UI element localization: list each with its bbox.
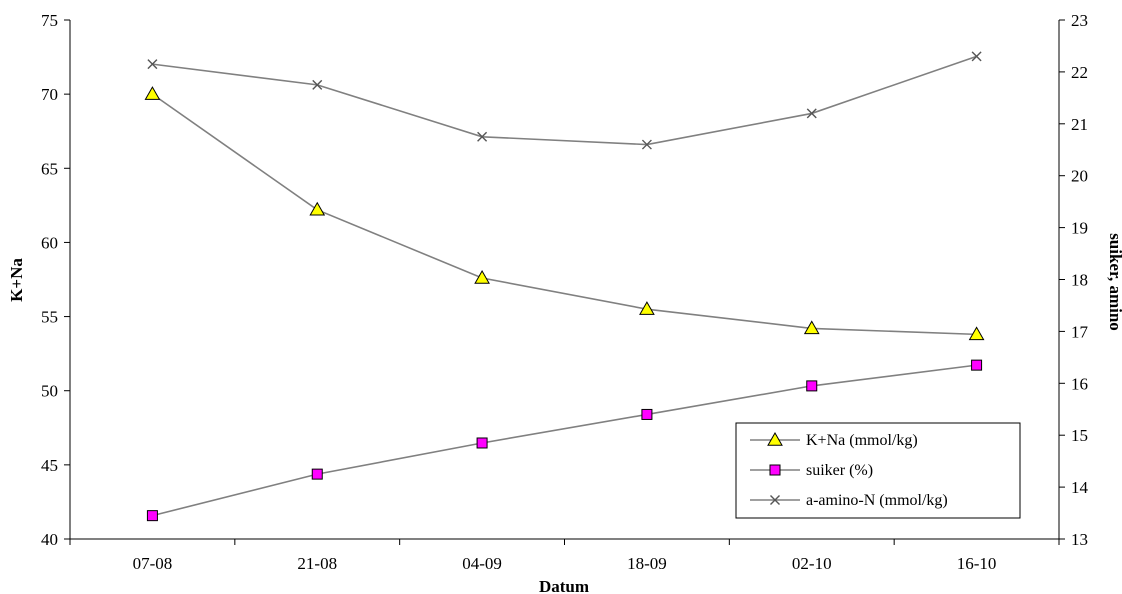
square-marker	[476, 437, 488, 449]
x-tick-label: 21-08	[297, 554, 337, 573]
y-right-tick-label: 17	[1071, 322, 1089, 341]
series-x	[147, 51, 982, 150]
y-right-tick-label: 16	[1071, 374, 1088, 393]
square-marker	[769, 464, 781, 476]
triangle-marker	[474, 270, 490, 284]
x-tick-label: 07-08	[133, 554, 173, 573]
x-tick-label: 16-10	[957, 554, 997, 573]
x-marker-stroke	[147, 59, 158, 70]
legend: K+Na (mmol/kg) suiker (%) a-amino-N (mmol/…	[735, 422, 1021, 519]
legend-label: suiker (%)	[806, 462, 873, 479]
x-marker-stroke	[770, 495, 780, 505]
legend-entry: K+Na (mmol/kg)	[750, 431, 918, 449]
y-left-tick-label: 40	[41, 530, 58, 549]
x-marker-stroke	[312, 79, 323, 90]
y-axis-left-title: K+Na	[7, 258, 26, 302]
legend-label: a-amino-N (mmol/kg)	[806, 492, 948, 509]
legend-label: K+Na (mmol/kg)	[806, 432, 918, 449]
x-marker	[971, 51, 982, 62]
x-marker-stroke	[806, 108, 817, 119]
tick-labels: 40 45 50 55 60 65 70 75 13 14 15 16 17 18 19 20 21 22 23 07…	[41, 11, 1089, 573]
y-left-tick-label: 70	[41, 85, 58, 104]
y-right-tick-label: 19	[1071, 219, 1088, 238]
square-marker	[311, 468, 323, 480]
x-marker	[641, 139, 652, 150]
triangle-marker	[767, 431, 783, 446]
x-marker	[477, 131, 488, 142]
x-marker-stroke	[477, 131, 488, 142]
x-tick-label: 18-09	[627, 554, 667, 573]
y-right-tick-label: 14	[1071, 478, 1089, 497]
y-left-tick-label: 45	[41, 456, 58, 475]
axes	[64, 19, 1065, 545]
y-right-tick-label: 21	[1071, 115, 1088, 134]
series-triangle	[144, 86, 985, 341]
x-tick-label: 02-10	[792, 554, 832, 573]
y-left-tick-label: 75	[41, 11, 58, 30]
x-marker-stroke	[641, 139, 652, 150]
square-marker	[146, 510, 158, 522]
series-line	[151, 93, 977, 336]
triangle-marker	[144, 86, 161, 100]
x-marker	[312, 79, 323, 90]
legend-entry: a-amino-N (mmol/kg)	[750, 492, 948, 509]
x-marker-stroke	[971, 51, 982, 62]
y-right-tick-label: 20	[1071, 167, 1088, 186]
y-right-tick-label: 13	[1071, 530, 1088, 549]
series-square	[146, 359, 983, 522]
series-line	[152, 55, 977, 146]
x-tick-label: 04-09	[462, 554, 502, 573]
triangle-marker	[803, 320, 820, 335]
square-marker	[806, 380, 818, 392]
y-right-tick-label: 23	[1071, 11, 1088, 30]
series-layer	[144, 51, 985, 522]
x-marker	[147, 59, 158, 70]
x-marker	[770, 495, 780, 505]
y-right-tick-label: 18	[1071, 271, 1088, 290]
series-line	[152, 364, 977, 517]
legend-entry: suiker (%)	[750, 462, 873, 479]
y-axis-right-title: suiker, amino	[1106, 233, 1122, 331]
triangle-marker	[639, 301, 655, 315]
y-right-tick-label: 22	[1071, 63, 1088, 82]
triangle-marker	[309, 201, 326, 216]
square-marker	[971, 359, 983, 371]
y-left-tick-label: 50	[41, 382, 58, 401]
x-marker	[806, 108, 817, 119]
triangle-marker	[968, 326, 985, 341]
y-left-tick-label: 65	[41, 159, 58, 178]
y-left-tick-label: 55	[41, 308, 58, 327]
x-axis-title: Datum	[539, 577, 589, 594]
y-left-tick-label: 60	[41, 233, 58, 252]
square-marker	[641, 408, 653, 420]
y-right-tick-label: 15	[1071, 426, 1088, 445]
